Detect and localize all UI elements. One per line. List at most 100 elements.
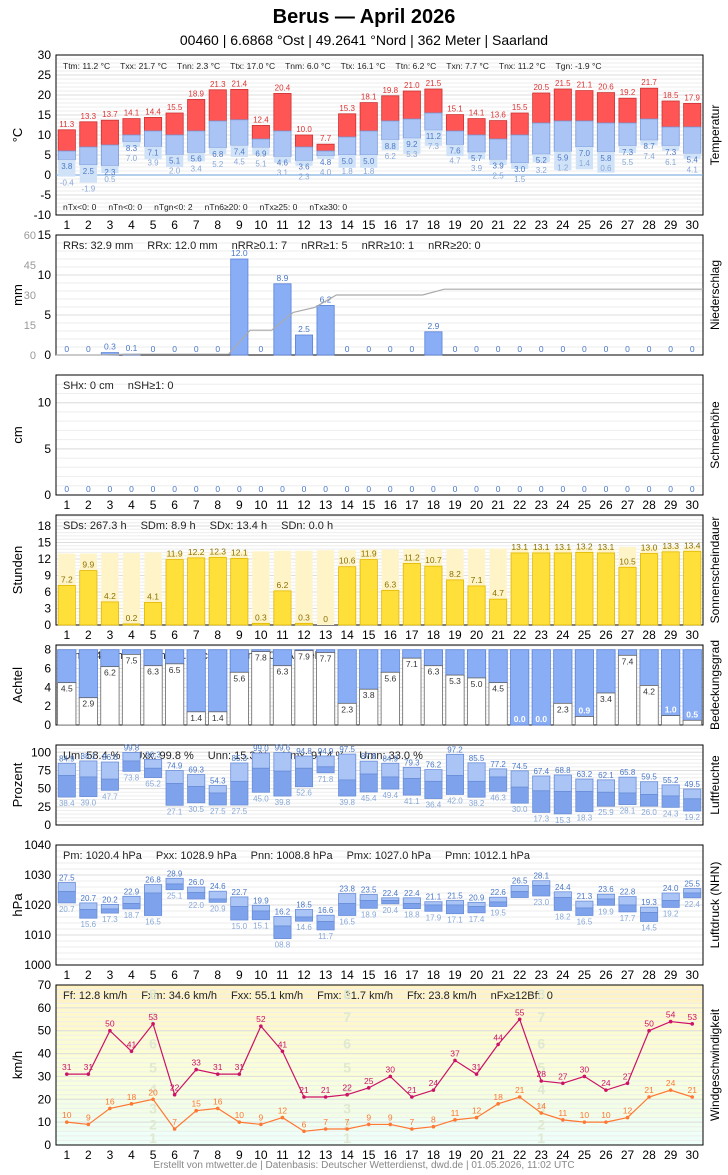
x-tick-label: 8 <box>214 968 221 982</box>
tmax-label: 10.0 <box>296 125 312 134</box>
wind-point <box>237 1072 242 1076</box>
wind-value-label: 10 <box>580 1110 590 1120</box>
press-upper-bar <box>122 895 141 904</box>
y-axis-label: °C <box>10 128 25 143</box>
press-upper-bar <box>359 894 378 901</box>
press-upper-bar <box>532 880 551 886</box>
wind-point <box>517 1017 522 1022</box>
wind-point <box>259 1122 263 1127</box>
press-max-label: 23.5 <box>361 886 377 895</box>
cloud-bar <box>78 649 98 699</box>
wind-point <box>259 1024 263 1028</box>
wind-value-label: 14 <box>537 1101 547 1111</box>
tmin-label-secondary: 3.9 <box>471 164 483 173</box>
tground-label: 0.5 <box>104 175 116 184</box>
wind-point <box>86 1122 91 1127</box>
press-upper-bar <box>424 901 443 906</box>
tmin-label: 3.0 <box>514 165 526 174</box>
press-max-label: 19.9 <box>253 896 269 905</box>
humid-upper-bar <box>381 762 400 778</box>
wind-value-label: 55 <box>515 1007 525 1017</box>
press-lower-bar <box>510 891 529 898</box>
humid-upper-bar <box>79 760 98 778</box>
wind-point <box>237 1120 242 1124</box>
press-max-label: 24.0 <box>663 884 679 893</box>
y-tick-label: 3 <box>44 602 51 616</box>
press-upper-bar <box>208 890 227 900</box>
stat-item: nRR≥0.1: 7 <box>232 240 288 252</box>
snow-label: 0 <box>151 484 156 494</box>
x-tick-label: 26 <box>599 968 613 982</box>
y-tick-label: 9 <box>44 569 51 583</box>
tmin-label: 8.8 <box>385 142 397 151</box>
humid-upper-bar <box>532 775 551 792</box>
tmax-label: 13.7 <box>102 110 118 119</box>
press-min-label: 25.1 <box>167 892 183 901</box>
y-tick-label: 1010 <box>24 928 51 942</box>
stat-item: SDn: 0.0 h <box>281 520 333 532</box>
precip-label: 0 <box>604 344 609 354</box>
x-tick-label: 10 <box>254 968 268 982</box>
tmean-bar <box>100 144 119 167</box>
precip-label: 0 <box>194 344 199 354</box>
tmax-label: 21.3 <box>210 80 226 89</box>
humid-min-label: 36.4 <box>426 801 442 810</box>
press-min-label: 15.1 <box>253 922 269 931</box>
snow-label: 0 <box>64 484 69 494</box>
x-tick-label: 12 <box>297 628 311 642</box>
humid-upper-bar <box>57 762 76 776</box>
press-lower-bar <box>618 904 637 913</box>
humid-max-label: 99.6 <box>275 744 291 753</box>
snow-label: 0 <box>647 484 652 494</box>
beaufort-label: 5 <box>343 1059 351 1075</box>
panel-frame <box>55 54 704 216</box>
snow-label: 0 <box>431 484 436 494</box>
press-min-label: 19.9 <box>598 907 614 916</box>
humid-max-label: 55.2 <box>663 776 679 785</box>
tmean-bar <box>316 150 335 157</box>
x-tick-label: 3 <box>107 498 114 512</box>
stats-line: Pm: 1020.4 hPa Pxx: 1028.9 hPa Pnn: 1008.8… <box>63 850 531 862</box>
sun-label: 6.2 <box>277 580 289 590</box>
press-min-label: 22.4 <box>684 900 700 909</box>
cloud-label: 5.3 <box>449 676 461 686</box>
y-tick-label: 15 <box>38 536 52 550</box>
humid-max-label: 94.8 <box>296 747 312 756</box>
x-tick-label: 11 <box>276 498 289 512</box>
y-axis-label: km/h <box>10 1051 25 1079</box>
press-max-label: 24.6 <box>210 882 226 891</box>
cloud-label: 6.3 <box>428 667 440 677</box>
stat-item: SDx: 13.4 h <box>210 520 267 532</box>
beaufort-band <box>56 1078 703 1100</box>
press-min-label: 18.7 <box>124 911 140 920</box>
tmin-label-secondary: 7.3 <box>428 142 440 151</box>
tmax-bar <box>251 125 270 140</box>
y-tick-label: 0 <box>44 348 51 362</box>
wind-point <box>604 1088 608 1092</box>
x-tick-label: 29 <box>664 968 678 982</box>
sun-bar <box>273 590 292 626</box>
tmax-bar <box>273 93 292 132</box>
tmax-bar <box>230 89 249 121</box>
tmin-bar <box>424 130 443 146</box>
press-max-label: 22.4 <box>382 889 398 898</box>
press-max-label: 21.3 <box>577 892 593 901</box>
humid-lower-bar <box>359 773 378 793</box>
tmax-label: 13.3 <box>81 112 97 121</box>
press-max-label: 16.2 <box>275 907 291 916</box>
footer-credit: Erstellt von mtwetter.de | Datenbasis: D… <box>153 1160 575 1171</box>
tground-label: -1.9 <box>81 185 95 194</box>
humid-min-label: 39.8 <box>339 798 355 807</box>
wind-point <box>108 1028 112 1033</box>
humid-lower-bar <box>381 776 400 790</box>
y-tick-label: 50 <box>38 782 52 796</box>
humid-max-label: 87.8 <box>361 752 377 761</box>
wind-point <box>366 1086 371 1090</box>
tmax-bar <box>661 100 680 128</box>
press-upper-bar <box>618 896 637 906</box>
humid-max-label: 86.6 <box>102 753 118 762</box>
press-max-label: 20.7 <box>81 894 97 903</box>
sun-label: 13.3 <box>662 541 679 551</box>
x-tick-label: 27 <box>621 628 635 642</box>
